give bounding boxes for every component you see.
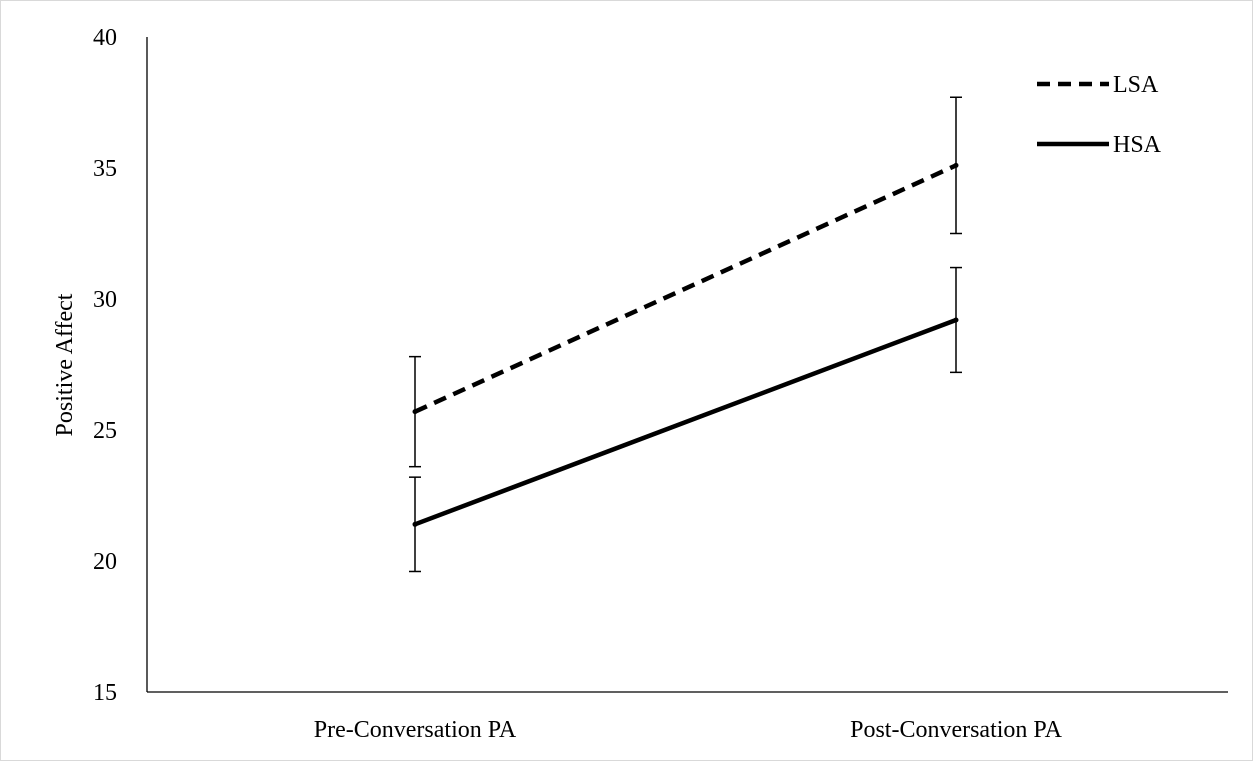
- y-tick-label: 15: [93, 680, 117, 706]
- y-tick-label: 20: [93, 549, 117, 575]
- data-point: [953, 162, 959, 168]
- legend-item-lsa: LSA: [1037, 72, 1159, 98]
- axes: [146, 37, 1228, 693]
- series-lsa: [409, 96, 962, 468]
- y-tick-label: 25: [93, 418, 117, 444]
- data-point: [953, 317, 959, 323]
- series-layer: [409, 96, 962, 573]
- series-line-hsa: [414, 317, 957, 527]
- series-line-lsa: [414, 163, 957, 414]
- data-point: [412, 409, 418, 415]
- data-point: [412, 521, 418, 527]
- y-axis-title: Positive Affect: [52, 293, 78, 436]
- y-tick-labels: 15 20 25 30 35 40: [93, 25, 117, 706]
- x-category-label: Pre-Conversation PA: [314, 717, 517, 743]
- x-category-labels: Pre-Conversation PA Post-Conversation PA: [314, 717, 1063, 743]
- series-hsa: [409, 266, 962, 573]
- y-tick-label: 40: [93, 25, 117, 51]
- legend: LSA HSA: [1037, 72, 1162, 158]
- legend-item-hsa: HSA: [1037, 132, 1162, 158]
- legend-label: LSA: [1113, 72, 1159, 98]
- y-tick-label: 30: [93, 287, 117, 313]
- legend-label: HSA: [1113, 132, 1162, 158]
- y-tick-label: 35: [93, 156, 117, 182]
- x-category-label: Post-Conversation PA: [850, 717, 1062, 743]
